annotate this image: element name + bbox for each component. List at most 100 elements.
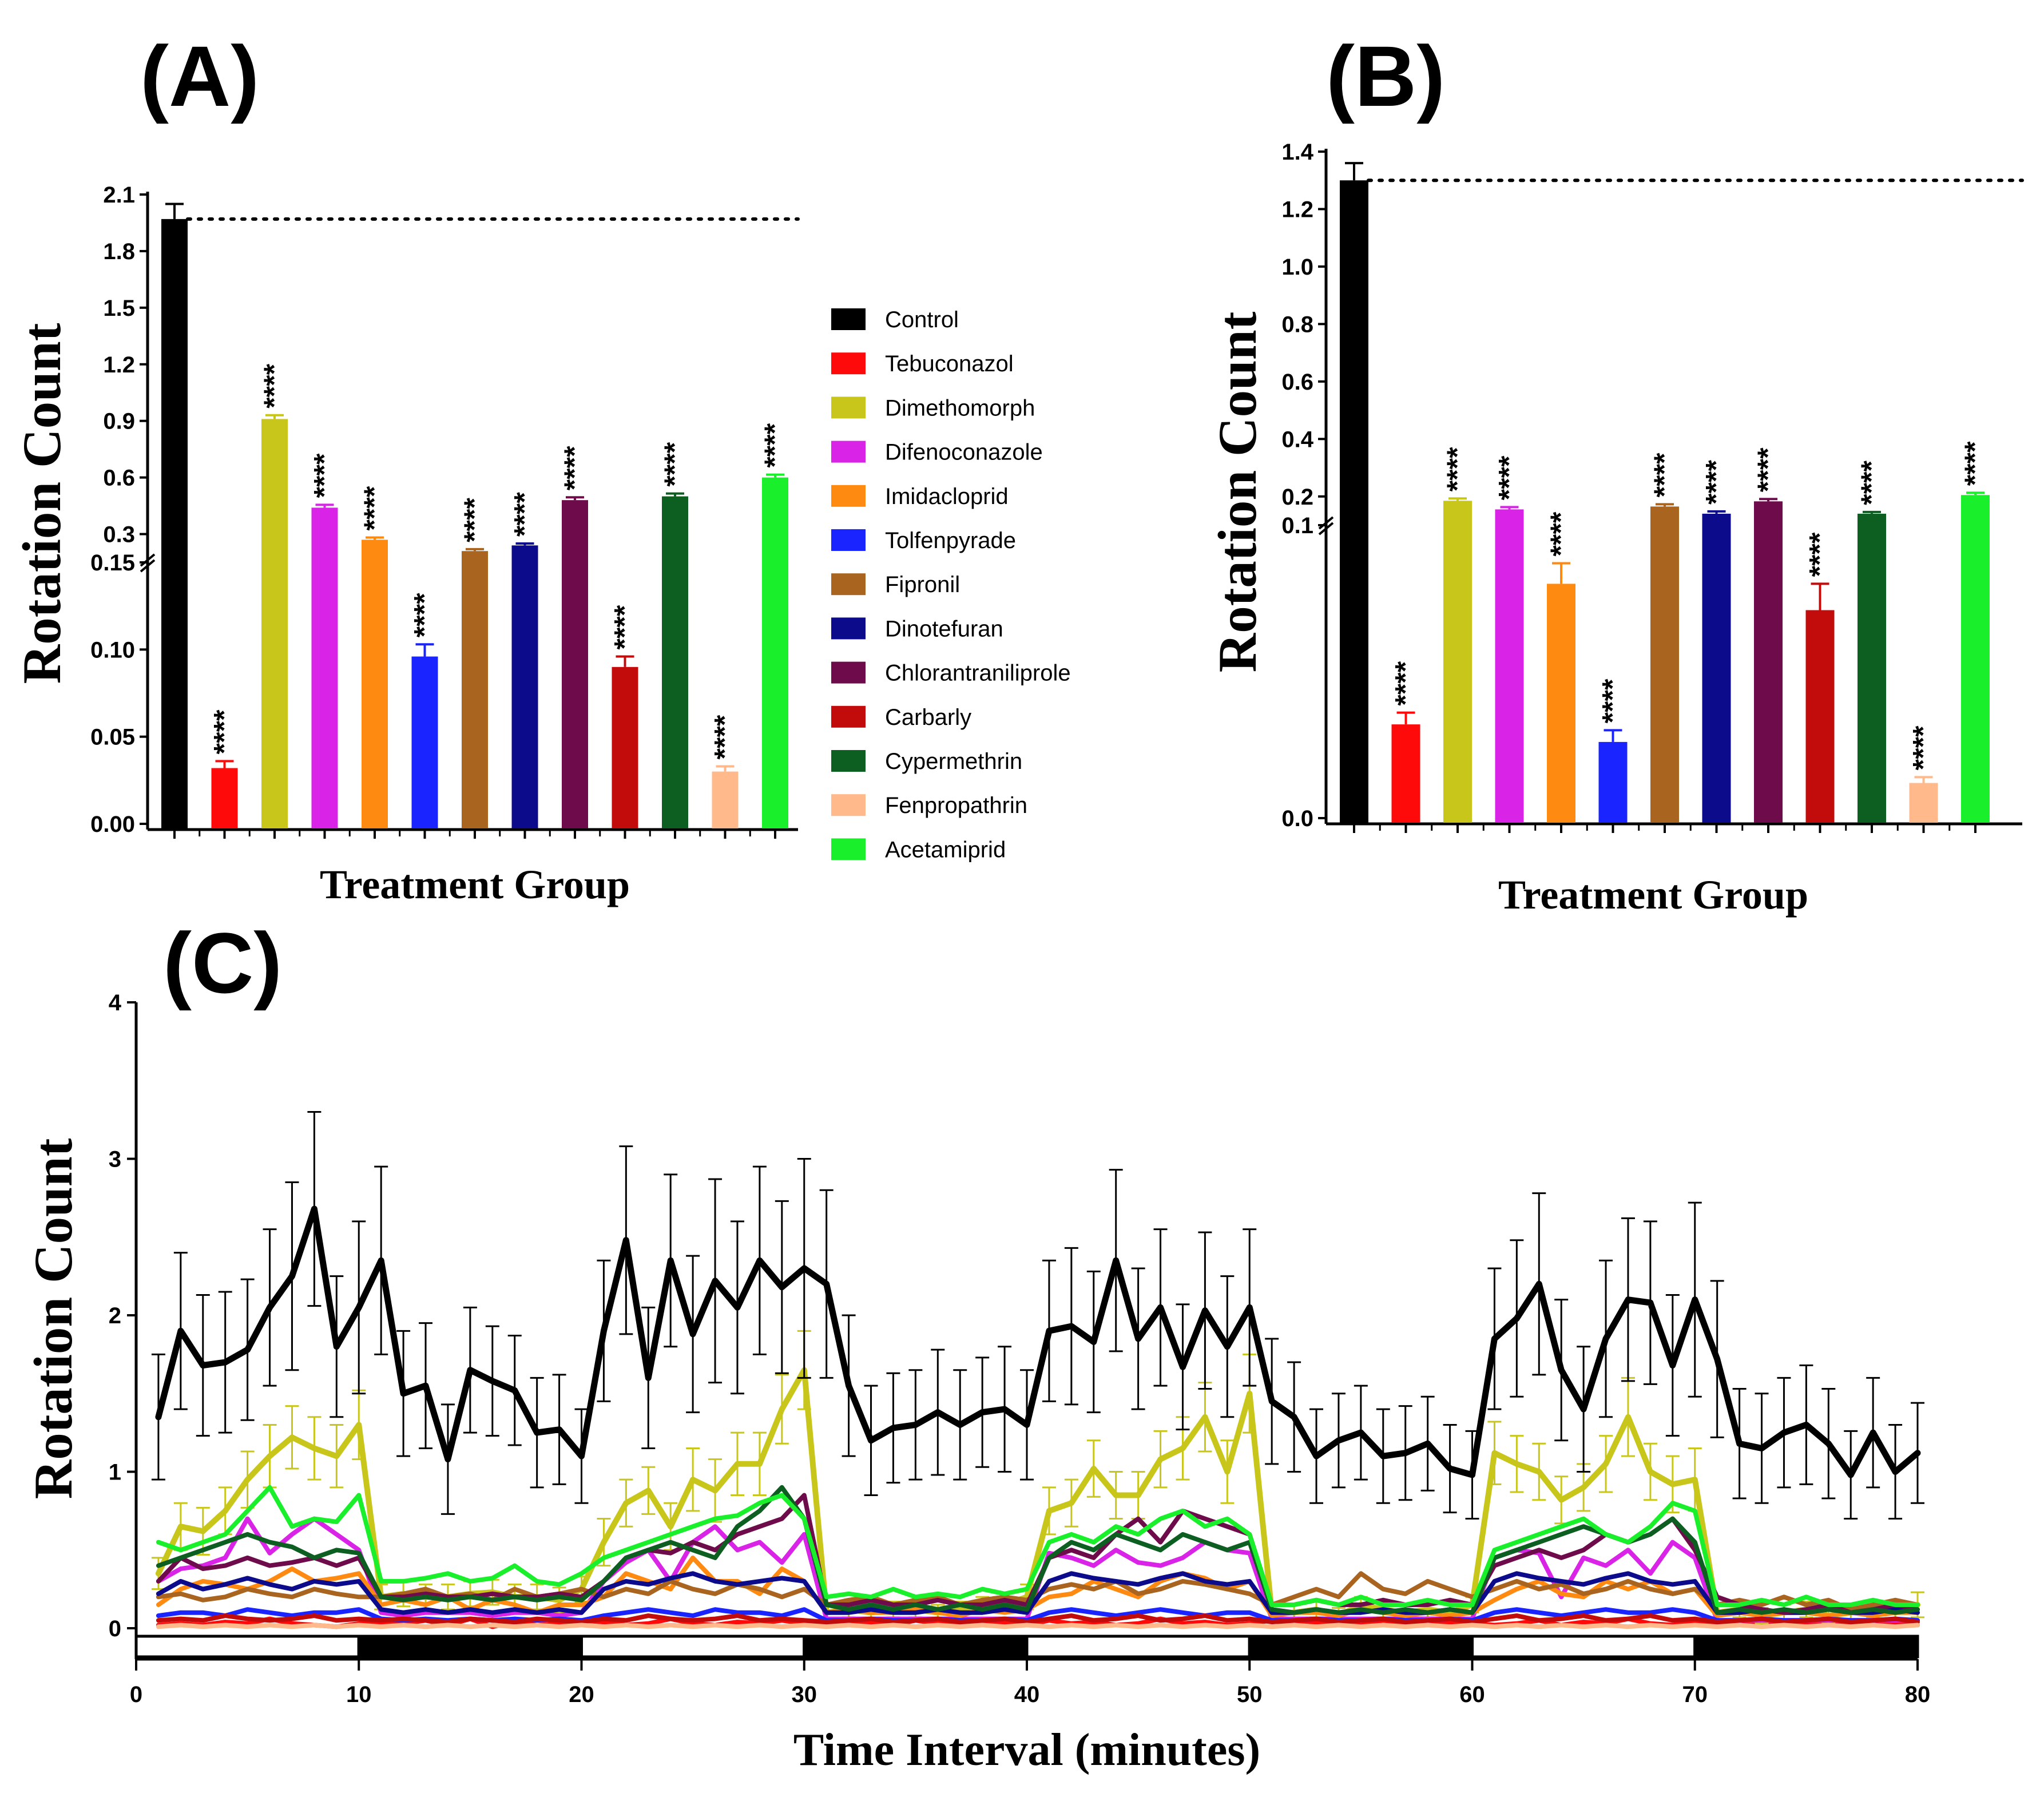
legend-swatch-dinotefuran xyxy=(831,617,866,640)
panel-c-dark-phase-block xyxy=(1248,1635,1474,1659)
panel-c-line-acetamiprid xyxy=(156,1485,1920,1607)
panel-b-bar-dinotefuran xyxy=(1702,513,1731,823)
panel-b-bar-control xyxy=(1340,180,1368,823)
panel-b-y-tick-label: 1.0 xyxy=(1281,255,1313,280)
legend-swatch-fenpropathrin xyxy=(831,794,866,816)
legend-label-acetamiprid: Acetamiprid xyxy=(885,837,1006,862)
panel-c-x-tick-label: 30 xyxy=(792,1682,817,1707)
panel-a-bar-dinotefuran xyxy=(511,545,538,828)
panel-b-y-tick-label: 0.1 xyxy=(1281,513,1313,538)
legend-label-fenpropathrin: Fenpropathrin xyxy=(885,793,1027,818)
panel-b-y-tick-label: 1.2 xyxy=(1281,197,1313,222)
panel-a-y-tick-label: 0.15 xyxy=(90,550,135,576)
legend: Control Tebuconazol Dimethomorph Difenocona… xyxy=(831,307,1071,862)
panel-a-significance-difenoconazole: **** xyxy=(308,453,340,498)
panel-b-significance-chlorantraniliprole: **** xyxy=(1752,447,1784,492)
legend-swatch-control xyxy=(831,308,866,330)
panel-b-y-axis-title: Rotation Count xyxy=(1207,311,1268,672)
panel-c-dark-phase-block xyxy=(357,1635,583,1659)
panel-c-series-fenpropathrin xyxy=(156,1623,1920,1629)
legend-label-fipronil: Fipronil xyxy=(885,572,960,597)
panel-a-y-tick-label: 0.6 xyxy=(103,466,135,491)
panel-a-significance-dimethomorph: **** xyxy=(258,363,290,408)
panel-a-bar-chart: 0.00 0.05 0.10 0.150.3 0.6 0.9 1.2 1.5 1.8 2.1 ***… xyxy=(11,183,800,907)
panel-b-bar-imidacloprid xyxy=(1547,584,1575,823)
panel-b-significance-difenoconazole: **** xyxy=(1493,455,1525,500)
panel-c-light-phase-block xyxy=(134,1635,360,1659)
legend-swatch-difenoconazole xyxy=(831,441,866,463)
panel-c-line-fenpropathrin xyxy=(156,1623,1920,1629)
panel-c-line-carbarly xyxy=(156,1613,1920,1625)
panel-b-significance-tolfenpyrade: **** xyxy=(1597,679,1629,723)
panel-b-bar-acetamiprid xyxy=(1961,495,1990,823)
panel-c-dark-phase-block xyxy=(1693,1635,1919,1659)
panel-a-bar-cypermethrin xyxy=(662,496,688,828)
panel-a-plot-area: 0.00 0.05 0.10 0.150.3 0.6 0.9 1.2 1.5 1.8 2.1 ***… xyxy=(90,183,800,839)
panel-c-y-tick-label: 0 xyxy=(109,1616,121,1641)
panel-c-light-phase-block xyxy=(1471,1635,1697,1659)
panel-b-significance-dimethomorph: **** xyxy=(1441,447,1473,491)
panel-c-x-tick-label: 40 xyxy=(1014,1682,1040,1707)
panel-c-series-dinotefuran xyxy=(156,1571,1920,1615)
legend-label-dimethomorph: Dimethomorph xyxy=(885,395,1035,421)
panel-a-significance-imidacloprid: **** xyxy=(358,486,390,530)
panel-a-bar-control xyxy=(161,219,188,828)
panel-b-y-tick-label: 0.2 xyxy=(1281,485,1313,510)
panel-b-significance-fipronil: **** xyxy=(1648,453,1680,497)
panel-b-bar-fipronil xyxy=(1650,506,1679,823)
panel-b-x-axis-title: Treatment Group xyxy=(1498,872,1808,918)
panel-label-b: (B) xyxy=(1326,28,1445,124)
panel-b-significance-imidacloprid: **** xyxy=(1545,511,1577,556)
panel-a-bar-chlorantraniliprole xyxy=(562,500,588,828)
panel-a-significance-cypermethrin: **** xyxy=(658,442,690,486)
panel-b-axis-break-mark xyxy=(1318,516,1334,530)
legend-swatch-acetamiprid xyxy=(831,838,866,860)
legend-label-carbarly: Carbarly xyxy=(885,705,971,730)
panel-a-bar-tebuconazol xyxy=(211,768,238,828)
panel-b-significance-cypermethrin: **** xyxy=(1855,461,1887,505)
panel-c-y-tick-label: 2 xyxy=(109,1303,121,1328)
panel-a-bar-carbarly xyxy=(612,667,638,828)
legend-swatch-carbarly xyxy=(831,705,866,728)
panel-a-bar-fenpropathrin xyxy=(712,771,739,828)
panel-b-bar-cypermethrin xyxy=(1858,513,1886,823)
panel-c-line-dinotefuran xyxy=(156,1571,1920,1615)
legend-label-chlorantraniliprole: Chlorantraniliprole xyxy=(885,661,1071,686)
panel-a-bar-acetamiprid xyxy=(762,477,788,828)
legend-swatch-imidacloprid xyxy=(831,485,866,507)
panel-c-x-tick-label: 50 xyxy=(1237,1682,1263,1707)
panel-a-y-tick-label: 0.00 xyxy=(90,812,135,837)
panel-c-dark-phase-block xyxy=(803,1635,1029,1659)
panel-a-y-tick-label: 1.2 xyxy=(103,352,135,378)
panel-b-bar-chlorantraniliprole xyxy=(1754,501,1783,823)
legend-swatch-tolfenpyrade xyxy=(831,529,866,551)
panel-c-series-carbarly xyxy=(156,1613,1920,1625)
panel-b-axis-break-mark xyxy=(1318,522,1334,535)
panel-b-bar-chart: 0.0 0.1 0.2 0.4 0.6 0.8 1.0 1.2 1.4 **** **** **** *… xyxy=(1207,140,2024,918)
panel-c-x-tick-label: 10 xyxy=(346,1682,372,1707)
panel-c-x-tick-label: 20 xyxy=(569,1682,594,1707)
panel-c-series-control xyxy=(151,1110,1924,1520)
panel-c-y-tick-label: 1 xyxy=(109,1460,121,1485)
legend-swatch-cypermethrin xyxy=(831,750,866,772)
panel-c-x-tick-label: 70 xyxy=(1682,1682,1708,1707)
legend-label-imidacloprid: Imidacloprid xyxy=(885,484,1009,509)
panel-a-significance-fenpropathrin: **** xyxy=(709,715,741,759)
legend-label-dinotefuran: Dinotefuran xyxy=(885,616,1003,641)
panel-a-y-tick-label: 1.5 xyxy=(103,296,135,321)
panel-c-x-axis-title: Time Interval (minutes) xyxy=(793,1725,1260,1775)
panel-b-bar-dimethomorph xyxy=(1443,501,1472,823)
panel-c-y-tick-label: 4 xyxy=(109,990,122,1015)
panel-a-axis-break-mark xyxy=(140,559,156,573)
panel-a-y-tick-label: 0.10 xyxy=(90,637,135,663)
panel-a-significance-carbarly: **** xyxy=(609,605,641,649)
panel-b-bar-fenpropathrin xyxy=(1909,783,1938,823)
panel-c-light-phase-block xyxy=(580,1635,806,1659)
panel-a-significance-chlorantraniliprole: **** xyxy=(558,446,590,490)
panel-b-significance-tebuconazol: **** xyxy=(1390,661,1422,705)
panel-b-significance-carbarly: **** xyxy=(1804,532,1836,577)
legend-label-tolfenpyrade: Tolfenpyrade xyxy=(885,528,1016,553)
panel-b-bar-difenoconazole xyxy=(1495,509,1524,823)
